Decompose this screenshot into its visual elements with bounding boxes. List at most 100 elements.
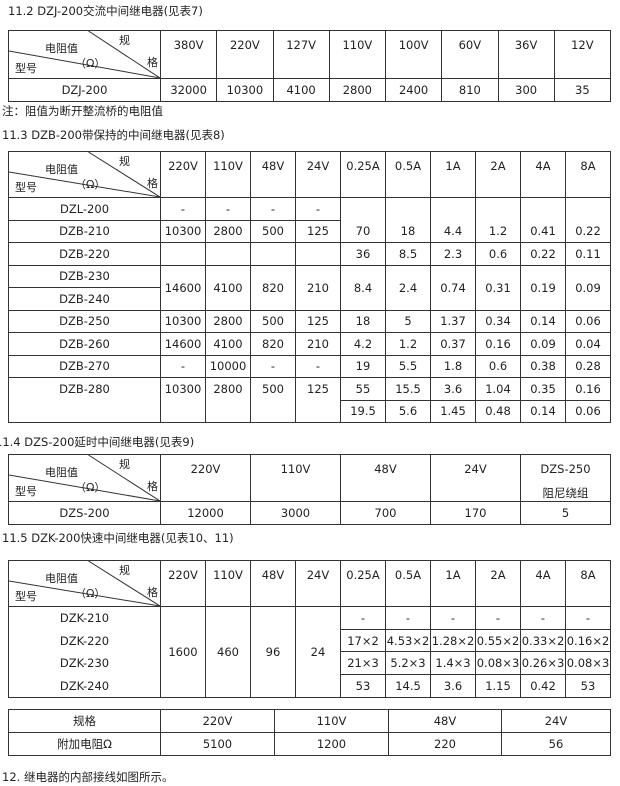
additional-resistance-table: 规格 220V 110V 48V 24V 附加电阻Ω 5100 1200 220… [8,709,611,756]
header-cell: 110V [205,560,251,607]
diagonal-header-cell: 规电阻值 （Ω） 格 型号 [8,454,161,502]
header-cell: 60V [441,30,499,79]
value-cell: 3000 [250,501,341,525]
header-cell: 110V [205,151,251,198]
value-cell: 53 [565,674,611,698]
value-cell: 0.09 [565,264,611,311]
value-cell: 3.6 [430,377,476,401]
value-cell: 18 [385,197,431,243]
value-cell: 55 [340,377,386,401]
header-cell: 110V [328,30,387,79]
value-cell: 0.06 [565,399,611,423]
value-cell: 2.3 [430,242,476,266]
value-cell: 0.22 [565,197,611,243]
model-cell: DZB-270 [8,354,161,378]
model-cell: DZB-220 [8,242,161,266]
table-row: DZJ-200 32000 10300 4100 2800 2400 810 3… [8,78,612,102]
diag-label-model: 型号 [15,485,37,498]
value-cell: 18 [340,309,386,333]
table-header-row: 规电阻值 （Ω）格型号 380V 220V 127V 110V 100V 60V … [8,30,612,79]
label-cell: 附加电阻Ω [8,732,161,756]
diag-label-spec-2: 格 [147,177,158,190]
table-note: 注：阻值为断开整流桥的电阻值 [2,104,163,118]
model-cell: DZK-230 [8,651,161,675]
value-cell: 220 [388,732,502,756]
value-cell: 1.8 [430,354,476,378]
value-cell: 21×3 [340,651,386,676]
header-cell: 0.25A [340,560,386,607]
table-row: DZB-220 36 8.5 2.3 0.6 0.22 0.11 [8,242,611,266]
table-row: 规格 220V 110V 48V 24V [8,709,611,733]
table-row: DZB-280 10300 2800 500 125 55 15.5 3.6 1… [8,377,611,423]
table-row: DZB-230 14600 4100 820 210 8.4 2.4 0.74 … [8,264,611,311]
table-row: DZB-250 10300 2800 500 125 18 5 1.37 0.3… [8,309,611,333]
table-row: 19.5 5.6 1.45 0.48 0.14 0.06 [9,399,611,423]
header-cell: 4A [520,151,566,198]
value-cell: 19 [340,354,386,378]
diag-label-unit: （Ω） [75,178,106,191]
diag-label-spec-2: 格 [147,586,158,599]
empty-cell [250,242,296,266]
value-cell: 5.2×3 [385,651,431,676]
value-cell: 0.16 [475,332,521,356]
diag-label-resistance: 电阻值 [45,163,78,176]
model-cell: DZK-220 [8,629,161,652]
value-cell: 56 [501,732,611,756]
value-cell: 24 [295,606,341,698]
value-cell: 4100 [205,332,251,356]
value-cell: 14600 [160,332,206,356]
model-cell: DZB-250 [8,309,161,333]
value-cell: - [340,606,386,630]
value-cell: 0.06 [565,309,611,333]
section-title: 11.5 DZK-200快速中间继电器(见表10、11) [2,531,234,545]
table-header-row: 规电阻值 （Ω）格型号 220V 110V 48V 24V 0.25A 0.5A … [8,560,611,607]
value-cell: 500 [250,377,296,423]
value-cell: 1.2 [475,197,521,243]
value-cell: 5.6 [385,399,431,423]
value-cell: 460 [205,606,251,698]
value-cell: - [250,197,296,221]
value-cell: 0.09 [520,332,566,356]
value-cell: 810 [441,78,499,102]
value-cell: 0.04 [565,332,611,356]
value-cell: 5 [385,309,431,333]
value-cell: 820 [250,332,296,356]
diag-label-model: 型号 [15,62,37,75]
value-cell: 0.6 [475,242,521,266]
header-cell: 220V [160,151,206,198]
value-cell: - [205,197,251,221]
diag-label-resistance: 电阻值 [45,42,78,55]
table-header-row: 规电阻值 （Ω）格型号 220V 110V 48V 24V 0.25A 0.5A … [8,151,611,198]
value-cell: 0.16×2 [565,628,611,653]
value-cell: 2800 [328,78,387,102]
value-cell: - [295,354,341,378]
value-cell: 0.14 [520,399,566,423]
empty-cell [205,242,251,266]
diag-label-model: 型号 [15,590,37,603]
value-cell: 125 [295,219,341,243]
value-cell: 500 [250,309,296,333]
value-cell: 10300 [160,377,206,423]
value-cell: 35 [553,78,612,102]
section-title: 11.3 DZB-200带保持的中间继电器(见表8) [2,128,225,142]
value-cell: 8.5 [385,242,431,266]
model-cell: DZB-280 [8,377,161,423]
value-cell: 19.5 [340,399,386,423]
model-cell: DZK-240 [8,674,161,698]
value-cell: - [295,197,341,221]
value-cell: 10300 [160,219,206,243]
diag-label-spec: 规 [119,34,130,47]
model-cell: DZK-210 [8,606,161,630]
value-cell: - [520,606,566,630]
header-cell: 4A [520,560,566,607]
value-cell: 1.4×3 [430,651,476,676]
value-cell: 0.34 [475,309,521,333]
diagonal-header-cell: 规电阻值 （Ω） 格 型号 [8,151,161,198]
diag-label-spec-2: 格 [147,56,158,69]
value-cell: 8.4 [340,264,386,311]
value-cell: 4100 [272,78,330,102]
header-cell: 0.25A [340,151,386,198]
value-cell: 0.33×2 [520,628,566,653]
table-row: DZB-260 14600 4100 820 210 4.2 1.2 0.37 … [8,332,611,356]
dzs-200-table: 规电阻值 （Ω） 格 型号 220V 110V 48V 24V DZS-250 阻尼绕组… [8,454,611,525]
